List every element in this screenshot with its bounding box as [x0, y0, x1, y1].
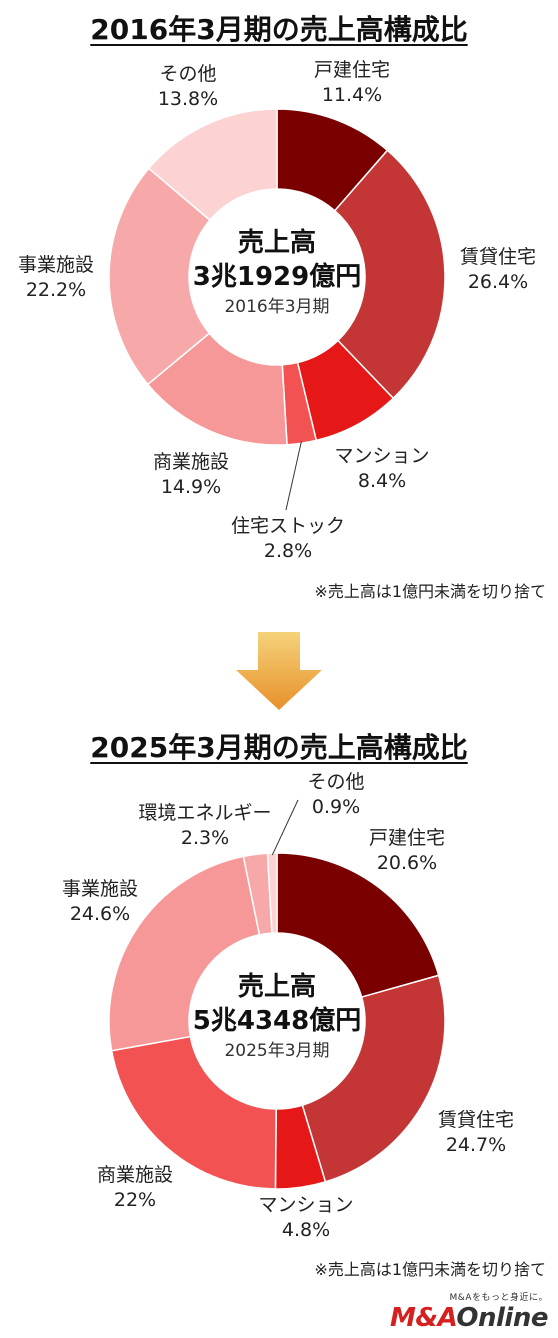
chart2-slice-1: [301, 974, 446, 1183]
chart2-label-shogyo: 商業施設 22%: [96, 1164, 174, 1211]
chart2-center: 売上高 5兆4348億円 2025年3月期: [193, 970, 361, 1064]
chart2-label-energy: 環境エネルギー 2.3%: [138, 802, 272, 849]
chart1-slice-1: [333, 149, 446, 400]
chart1-note: ※売上高は1億円未満を切り捨て: [314, 582, 546, 601]
chart1-title: 2016年3月期の売上高構成比: [90, 13, 468, 46]
chart1-center: 売上高 3兆1929億円 2016年3月期: [193, 226, 361, 320]
chart2-slice-4: [108, 855, 261, 1052]
chart1-label-stock: 住宅ストック 2.8%: [230, 515, 346, 562]
chart1-label-kodate: 戸建住宅 11.4%: [313, 59, 391, 106]
chart2-note: ※売上高は1億円未満を切り捨て: [314, 1260, 546, 1279]
chart1-label-chintai: 賃貸住宅 26.4%: [459, 246, 537, 293]
chart2-leader-6: [271, 799, 299, 856]
chart2-label-jigyo: 事業施設 24.6%: [61, 878, 139, 925]
chart2-donut: [108, 799, 446, 1190]
chart2-label-mansion: マンション 4.8%: [258, 1194, 354, 1241]
chart2-label-chintai: 賃貸住宅 24.7%: [437, 1109, 515, 1156]
chart2-center-period: 2025年3月期: [224, 1041, 330, 1061]
chart2-label-other: その他 0.9%: [307, 771, 365, 818]
down-arrow-icon: [236, 632, 322, 710]
chart2-slice-0: [276, 852, 440, 999]
chart2-slice-6: [266, 852, 278, 934]
chart1-label-mansion: マンション 8.4%: [334, 445, 430, 492]
chart1-leader-3: [285, 441, 302, 511]
logo-brand: M&AOnline: [390, 1303, 548, 1333]
chart1-label-jigyo: 事業施設 22.2%: [17, 254, 95, 301]
chart2-slice-3: [110, 1035, 277, 1190]
chart1-center-value: 3兆1929億円: [192, 262, 362, 292]
logo-tagline: M&Aをもっと身近に。: [449, 1293, 548, 1303]
chart2-title: 2025年3月期の売上高構成比: [90, 731, 468, 764]
chart1-center-period: 2016年3月期: [224, 297, 330, 317]
chart1-center-label: 売上高: [237, 228, 316, 258]
chart1-label-shogyo: 商業施設 14.9%: [152, 451, 230, 498]
chart1-label-other: その他 13.8%: [157, 63, 219, 110]
chart2-center-value: 5兆4348億円: [192, 1006, 362, 1036]
chart2-label-kodate: 戸建住宅 20.6%: [368, 827, 446, 874]
chart1-slice-6: [147, 108, 278, 222]
chart2-center-label: 売上高: [237, 972, 316, 1002]
ma-online-logo: M&Aをもっと身近に。 M&AOnline: [390, 1290, 548, 1333]
chart1-slice-5: [108, 167, 211, 386]
chart1-donut: [108, 108, 446, 511]
